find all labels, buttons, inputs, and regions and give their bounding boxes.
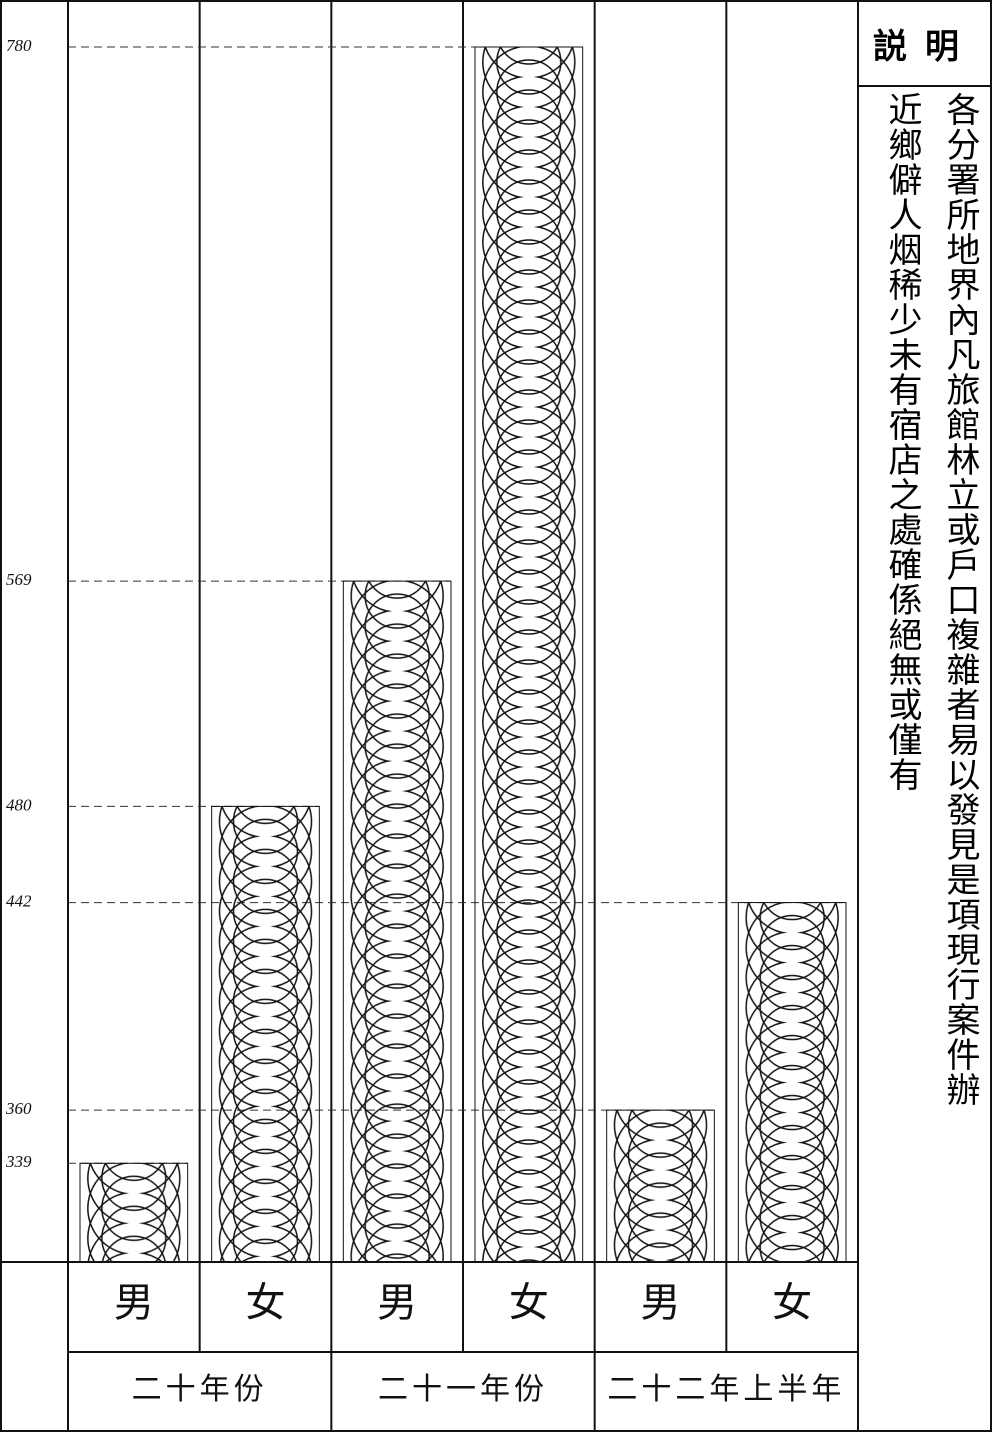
x-tick-label: 女 (246, 1280, 286, 1325)
y-tick-label: 480 (6, 795, 32, 814)
x-tick-label: 女 (772, 1280, 812, 1325)
bar (79, 1162, 189, 1263)
bar (737, 902, 847, 1263)
group-label: 二十二年上半年 (607, 1373, 845, 1406)
x-tick-label: 男 (377, 1280, 417, 1325)
note-column: 近鄉僻人烟稀少未有宿店之處確係絕無或僅有 (883, 92, 920, 792)
note-column: 各分署所地界內凡旅館林立或戶口複雜者易以發見是項現行案件辦 (941, 92, 978, 1107)
bar (342, 580, 452, 1263)
bar (606, 1109, 715, 1263)
note-body: 各分署所地界內凡旅館林立或戶口複雜者易以發見是項現行案件辦 近鄉僻人烟稀少未有宿店… (862, 92, 988, 1428)
y-tick-label: 569 (6, 570, 32, 589)
y-tick-label: 780 (6, 36, 32, 55)
note-title: 説明 (873, 28, 977, 66)
x-tick-label: 男 (114, 1280, 154, 1325)
bar (211, 805, 320, 1263)
x-tick-label: 男 (641, 1280, 681, 1325)
y-tick-label: 360 (5, 1099, 32, 1118)
y-tick-label: 442 (6, 891, 32, 910)
bar (474, 46, 584, 1263)
group-label: 二十年份 (132, 1373, 268, 1406)
y-tick-label: 339 (5, 1152, 32, 1171)
group-label: 二十一年份 (378, 1373, 548, 1406)
x-tick-label: 女 (509, 1280, 549, 1325)
